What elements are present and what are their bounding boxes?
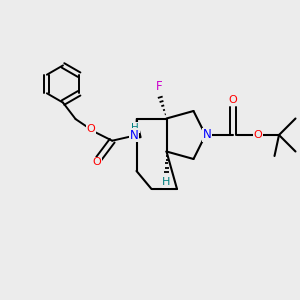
Text: O: O	[228, 95, 237, 105]
Text: H: H	[162, 177, 171, 187]
Text: O: O	[93, 157, 102, 167]
Text: O: O	[86, 124, 95, 134]
Text: N: N	[129, 129, 138, 142]
Text: H: H	[131, 123, 139, 133]
Text: O: O	[254, 130, 262, 140]
Text: F: F	[156, 80, 162, 93]
Polygon shape	[136, 118, 141, 138]
Text: N: N	[202, 128, 211, 142]
